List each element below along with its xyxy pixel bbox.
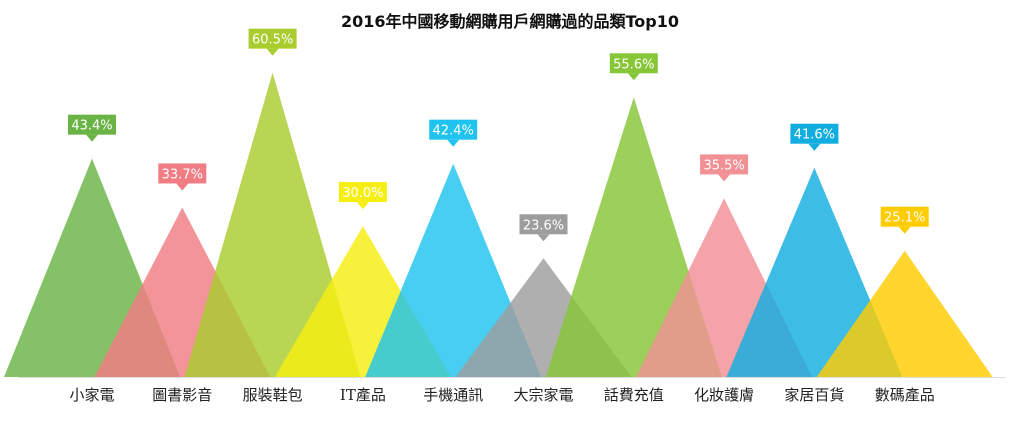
value-label-1: 43.4% <box>68 114 116 142</box>
value-label-text: 60.5% <box>252 33 293 48</box>
value-label-box <box>248 28 297 49</box>
category-label-8: 化妝護膚 <box>694 386 754 404</box>
value-label-box <box>880 206 929 227</box>
category-label-7: 話費充值 <box>604 386 664 404</box>
value-label-pointer <box>808 143 821 151</box>
category-label-10: 數碼產品 <box>875 386 935 404</box>
category-label-3: 服裝鞋包 <box>243 386 303 404</box>
value-label-pointer <box>718 174 731 182</box>
value-label-pointer <box>627 73 640 81</box>
value-label-5: 42.4% <box>429 119 478 147</box>
value-label-9: 41.6% <box>790 123 839 151</box>
category-label-4: IT產品 <box>340 386 386 404</box>
value-label-10: 25.1% <box>880 206 929 234</box>
value-label-8: 35.5% <box>700 154 749 182</box>
value-label-text: 33.7% <box>162 167 203 182</box>
value-label-pointer <box>898 226 911 234</box>
value-label-text: 41.6% <box>794 128 835 143</box>
value-label-pointer <box>176 183 189 191</box>
value-label-box <box>158 163 207 184</box>
value-label-text: 43.4% <box>71 119 112 134</box>
value-label-text: 23.6% <box>523 218 564 233</box>
value-label-box <box>700 154 749 175</box>
value-label-pointer <box>266 48 279 56</box>
peak-3 <box>184 72 361 377</box>
category-label-1: 小家電 <box>69 386 114 404</box>
value-label-text: 35.5% <box>703 158 744 173</box>
category-label-5: 手機通訊 <box>423 386 483 404</box>
value-label-3: 60.5% <box>248 28 297 56</box>
value-label-box <box>338 182 387 203</box>
value-label-pointer <box>86 134 98 142</box>
value-label-text: 30.0% <box>342 186 383 201</box>
value-label-box <box>519 214 568 235</box>
value-label-box <box>609 53 658 74</box>
value-label-text: 55.6% <box>613 57 654 72</box>
value-label-2: 33.7% <box>158 163 207 191</box>
value-label-7: 55.6% <box>609 53 658 81</box>
value-label-box <box>790 123 839 144</box>
value-label-pointer <box>447 139 460 147</box>
peak-10 <box>816 250 993 377</box>
value-label-4: 30.0% <box>338 182 387 210</box>
value-label-text: 42.4% <box>433 124 474 139</box>
category-label-2: 圖書影音 <box>152 386 212 404</box>
value-label-box <box>68 114 116 135</box>
category-label-6: 大宗家電 <box>513 386 573 404</box>
value-label-box <box>429 119 478 140</box>
value-label-pointer <box>356 202 369 210</box>
chart-title: 2016年中國移動網購用戶網購過的品類Top10 <box>340 12 680 31</box>
value-label-6: 23.6% <box>519 214 568 242</box>
category-label-9: 家居百貨 <box>784 386 844 404</box>
value-label-pointer <box>537 234 550 242</box>
value-label-text: 25.1% <box>884 211 925 226</box>
